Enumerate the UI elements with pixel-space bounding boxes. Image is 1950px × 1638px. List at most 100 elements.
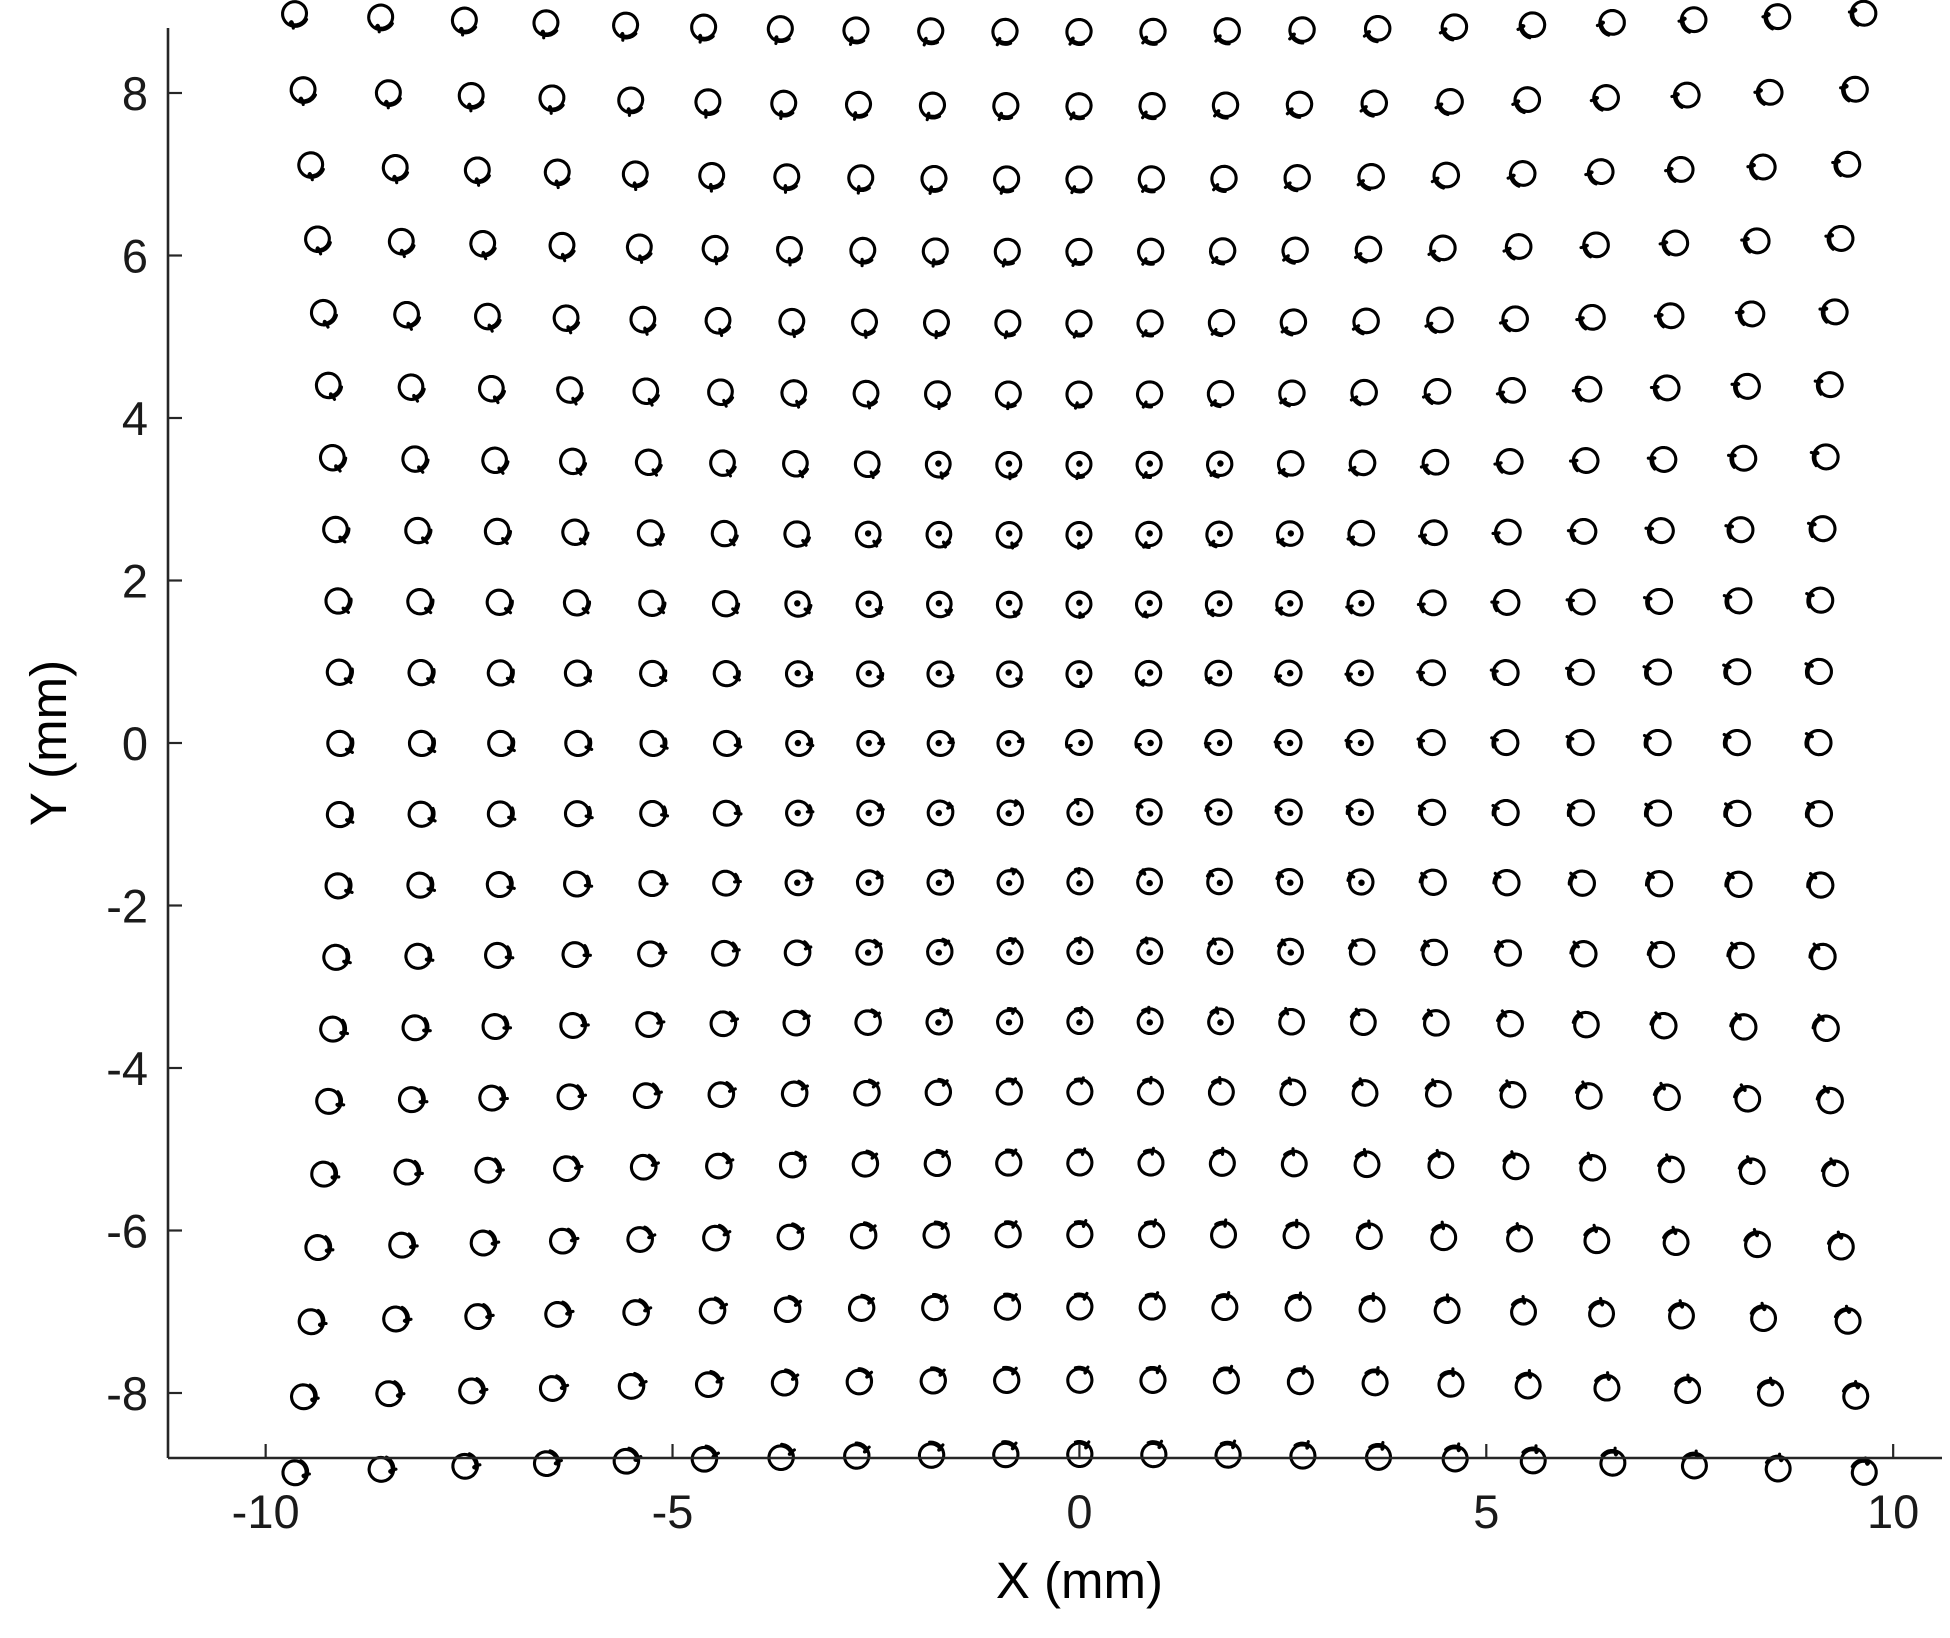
- trace-marker: [853, 450, 881, 480]
- trace-center-dot: [865, 809, 872, 817]
- trace-marker: [852, 379, 880, 410]
- trace-marker: [1642, 587, 1674, 615]
- trace-marker: [995, 450, 1023, 481]
- trace-marker: [481, 1013, 513, 1041]
- trace-marker: [1438, 13, 1469, 42]
- trace-marker: [926, 590, 953, 619]
- trace-marker: [1347, 938, 1376, 966]
- trace-marker: [996, 660, 1024, 688]
- trace-marker: [556, 376, 584, 406]
- trace-marker: [1818, 298, 1849, 326]
- trace-marker: [1498, 1079, 1527, 1109]
- trace-marker: [407, 658, 436, 687]
- trace-marker: [1065, 92, 1093, 121]
- trace-marker: [780, 379, 808, 409]
- trace-marker: [993, 165, 1021, 195]
- trace-marker: [322, 515, 351, 544]
- y-tick-label: 4: [122, 392, 148, 445]
- trace-center-dot: [1147, 739, 1154, 747]
- trace-marker: [638, 870, 669, 898]
- trace-marker: [1065, 660, 1093, 689]
- trace-marker: [995, 590, 1023, 619]
- trace-marker: [1571, 1010, 1600, 1039]
- trace-marker: [1136, 936, 1164, 966]
- trace-center-dot: [1076, 810, 1083, 818]
- trace-marker: [784, 869, 814, 897]
- trace-center-dot: [794, 809, 801, 817]
- trace-marker: [1136, 309, 1164, 338]
- trace-marker: [1205, 867, 1233, 896]
- trace-marker: [1740, 227, 1771, 255]
- trace-marker: [855, 938, 883, 966]
- trace-marker: [450, 6, 478, 37]
- trace-marker: [1139, 1364, 1167, 1394]
- trace-marker: [785, 799, 815, 827]
- trace-marker: [845, 1367, 874, 1396]
- trace-center-dot: [864, 949, 872, 956]
- trace-marker: [617, 1371, 648, 1400]
- trace-marker: [709, 1010, 740, 1038]
- trace-marker: [559, 447, 588, 476]
- trace-marker: [407, 800, 437, 828]
- trace-marker: [776, 235, 803, 267]
- trace-marker: [1361, 1365, 1389, 1397]
- trace-marker: [612, 1446, 643, 1475]
- trace-marker: [1344, 729, 1374, 757]
- trace-marker: [712, 799, 743, 827]
- y-tick-label: 0: [122, 717, 148, 770]
- trace-marker: [1135, 380, 1164, 409]
- trace-marker: [921, 237, 949, 268]
- trace-center-dot: [1146, 1019, 1154, 1026]
- trace-marker: [1496, 1009, 1524, 1038]
- trace-marker: [1135, 450, 1163, 479]
- trace-marker: [564, 729, 594, 758]
- trace-marker: [1506, 1222, 1533, 1253]
- trace-marker: [1348, 449, 1377, 477]
- trace-marker: [711, 590, 741, 618]
- trace-marker: [1826, 1230, 1855, 1261]
- trace-marker: [1135, 520, 1163, 549]
- trace-marker: [304, 1234, 335, 1262]
- trace-marker: [1749, 1301, 1778, 1333]
- trace-marker: [393, 300, 422, 331]
- trace-marker: [1511, 86, 1542, 115]
- trace-marker: [1274, 659, 1303, 687]
- trace-marker: [1516, 11, 1547, 40]
- trace-marker: [1364, 1440, 1393, 1471]
- trace-marker: [1642, 658, 1673, 686]
- trace-marker: [1355, 1219, 1383, 1251]
- trace-marker: [1804, 657, 1833, 686]
- trace-center-dot: [1005, 810, 1012, 817]
- trace-center-dot: [1358, 879, 1365, 886]
- trace-marker: [1205, 450, 1234, 479]
- trace-marker: [1498, 305, 1529, 333]
- trace-marker: [922, 309, 950, 340]
- trace-marker: [851, 308, 879, 339]
- trace-marker: [1424, 1078, 1452, 1108]
- trace-center-dot: [794, 879, 801, 886]
- trace-marker: [712, 729, 743, 758]
- trace-marker: [1726, 444, 1758, 472]
- trace-marker: [1569, 940, 1598, 968]
- trace-marker: [407, 729, 437, 758]
- trace-marker: [1850, 1456, 1878, 1486]
- trace-marker: [1273, 729, 1303, 757]
- trace-marker: [1358, 1292, 1386, 1323]
- trace-marker: [1134, 590, 1163, 619]
- trace-marker: [1653, 302, 1685, 330]
- trace-center-dot: [1287, 949, 1295, 956]
- trace-marker: [563, 870, 594, 898]
- trace-marker: [1433, 1293, 1461, 1325]
- trace-marker: [1065, 520, 1093, 550]
- trace-marker: [1722, 728, 1751, 757]
- trace-marker: [1284, 1291, 1312, 1322]
- trace-marker: [1729, 1012, 1758, 1041]
- trace-marker: [639, 729, 669, 758]
- trace-marker: [773, 163, 801, 194]
- trace-marker: [993, 1292, 1022, 1321]
- trace-marker: [994, 309, 1022, 340]
- trace-marker: [1567, 869, 1596, 897]
- trace-marker: [281, 1459, 311, 1487]
- trace-marker: [1427, 234, 1457, 263]
- trace-marker: [629, 1153, 660, 1181]
